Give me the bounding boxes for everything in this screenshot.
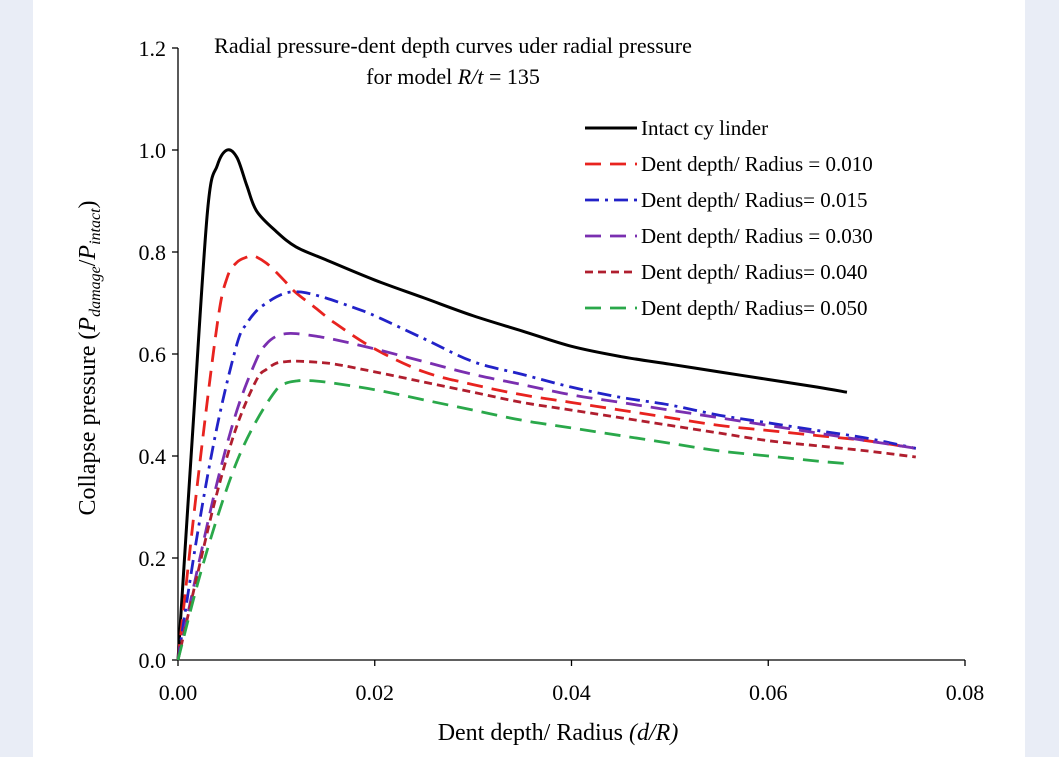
x-tick-label: 0.04 [552,680,591,705]
legend-label-5: Dent depth/ Radius= 0.040 [641,260,868,284]
axes [177,48,965,661]
y-axis-title-sub2: intact [87,208,104,245]
series-line-5 [176,359,916,661]
legend: Intact cy linder Dent depth/ Radius = 0.0… [585,116,873,320]
legend-label-3: Dent depth/ Radius= 0.015 [641,188,868,212]
y-tick-label: 1.0 [139,138,167,163]
legend-label-2: Dent depth/ Radius = 0.010 [641,152,873,176]
x-axis-title-text: Dent depth/ Radius [438,720,629,746]
series-line-6 [176,379,848,661]
y-axis-title-sub1: damage [87,266,104,317]
y-axis-title-text: Collapse pressure ( [75,332,101,516]
y-axis-title-p1: P [75,317,101,333]
y-axis-title-close: ) [75,200,101,208]
series-line-2 [176,254,917,661]
chart-title: Radial pressure-dent depth curves uder r… [214,33,692,58]
series-line-1 [176,148,848,661]
x-tick-label: 0.02 [356,680,395,705]
series-line-4 [176,331,917,661]
y-tick-label: 0.0 [139,648,167,673]
y-tick-label: 0.8 [139,240,167,265]
tick-labels: 0.0 0.2 0.4 0.6 0.8 1.0 1.2 0.00 0.02 0.04 0.06 0.0… [139,36,985,705]
x-tick-label: 0.08 [946,680,985,705]
y-axis-title-p2: P [75,245,101,261]
line-chart: Radial pressure-dent depth curves uder r… [75,33,985,746]
chart-subtitle-suffix: = 135 [483,64,539,89]
x-axis-title-italic: (d/R) [629,720,678,746]
y-axis-title-slash: / [75,259,101,266]
series-line-3 [176,290,917,661]
x-tick-label: 0.00 [159,680,198,705]
legend-label-6: Dent depth/ Radius= 0.050 [641,296,868,320]
y-tick-label: 0.4 [139,444,167,469]
chart-figure: Radial pressure-dent depth curves uder r… [33,0,1025,757]
chart-subtitle-prefix: for model [366,64,458,89]
y-tick-label: 0.6 [139,342,167,367]
chart-subtitle: for model R/t = 135 [366,64,540,89]
x-axis-title: Dent depth/ Radius (d/R) [438,720,679,746]
chart-subtitle-italic: R/t [457,64,485,89]
legend-label-4: Dent depth/ Radius = 0.030 [641,224,873,248]
y-axis-title: Collapse pressure (Pdamage/Pintact) [75,200,104,515]
x-tick-label: 0.06 [749,680,788,705]
ticks [172,47,966,666]
legend-label-1: Intact cy linder [641,116,768,140]
y-tick-label: 1.2 [139,36,167,61]
y-tick-label: 0.2 [139,546,167,571]
series-layer [176,148,917,661]
